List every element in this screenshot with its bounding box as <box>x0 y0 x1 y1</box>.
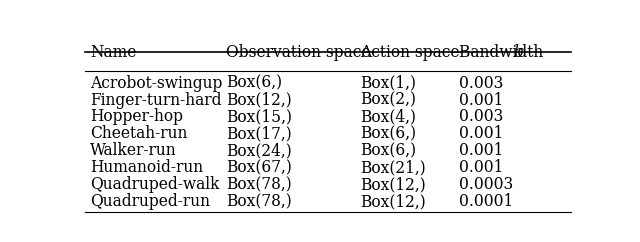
Text: Box(2,): Box(2,) <box>360 91 416 109</box>
Text: Box(12,): Box(12,) <box>227 91 292 109</box>
Text: 0.001: 0.001 <box>460 142 504 159</box>
Text: Observation space: Observation space <box>227 44 371 61</box>
Text: Name: Name <box>90 44 136 61</box>
Text: Action space: Action space <box>360 44 460 61</box>
Text: 0.001: 0.001 <box>460 125 504 142</box>
Text: Bandwidth: Bandwidth <box>460 44 548 61</box>
Text: Box(78,): Box(78,) <box>227 176 292 193</box>
Text: Box(17,): Box(17,) <box>227 125 292 142</box>
Text: Cheetah-run: Cheetah-run <box>90 125 188 142</box>
Text: Box(78,): Box(78,) <box>227 193 292 210</box>
Text: Quadruped-walk: Quadruped-walk <box>90 176 220 193</box>
Text: Box(6,): Box(6,) <box>360 142 417 159</box>
Text: Box(12,): Box(12,) <box>360 193 426 210</box>
Text: Box(12,): Box(12,) <box>360 176 426 193</box>
Text: Box(6,): Box(6,) <box>360 125 417 142</box>
Text: Box(1,): Box(1,) <box>360 75 416 92</box>
Text: 0.0001: 0.0001 <box>460 193 514 210</box>
Text: 0.001: 0.001 <box>460 91 504 109</box>
Text: Humanoid-run: Humanoid-run <box>90 159 203 176</box>
Text: Quadruped-run: Quadruped-run <box>90 193 210 210</box>
Text: Hopper-hop: Hopper-hop <box>90 108 183 125</box>
Text: Box(24,): Box(24,) <box>227 142 292 159</box>
Text: 0.001: 0.001 <box>460 159 504 176</box>
Text: 0.003: 0.003 <box>460 108 504 125</box>
Text: 0.003: 0.003 <box>460 75 504 92</box>
Text: Box(21,): Box(21,) <box>360 159 426 176</box>
Text: Acrobot-swingup: Acrobot-swingup <box>90 75 222 92</box>
Text: Finger-turn-hard: Finger-turn-hard <box>90 91 221 109</box>
Text: Box(6,): Box(6,) <box>227 75 282 92</box>
Text: b: b <box>513 44 523 61</box>
Text: 0.0003: 0.0003 <box>460 176 514 193</box>
Text: Box(67,): Box(67,) <box>227 159 292 176</box>
Text: Walker-run: Walker-run <box>90 142 177 159</box>
Text: Box(15,): Box(15,) <box>227 108 292 125</box>
Text: Box(4,): Box(4,) <box>360 108 416 125</box>
